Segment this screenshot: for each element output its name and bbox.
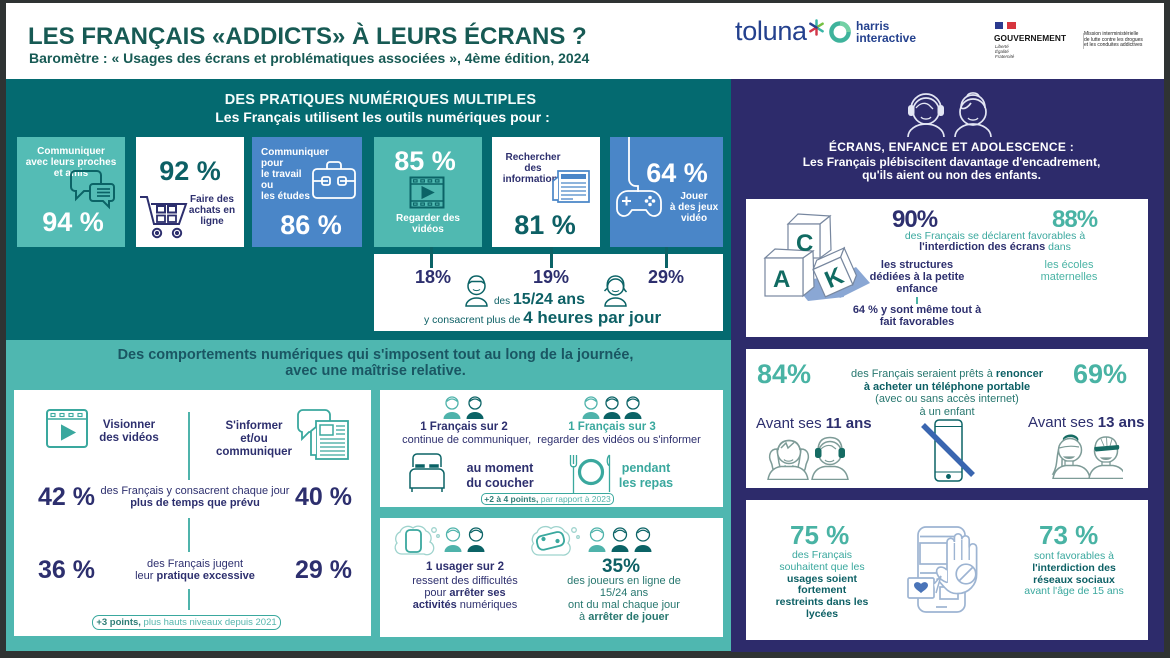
svg-text:C: C: [796, 230, 813, 257]
svg-text:A: A: [773, 266, 790, 293]
